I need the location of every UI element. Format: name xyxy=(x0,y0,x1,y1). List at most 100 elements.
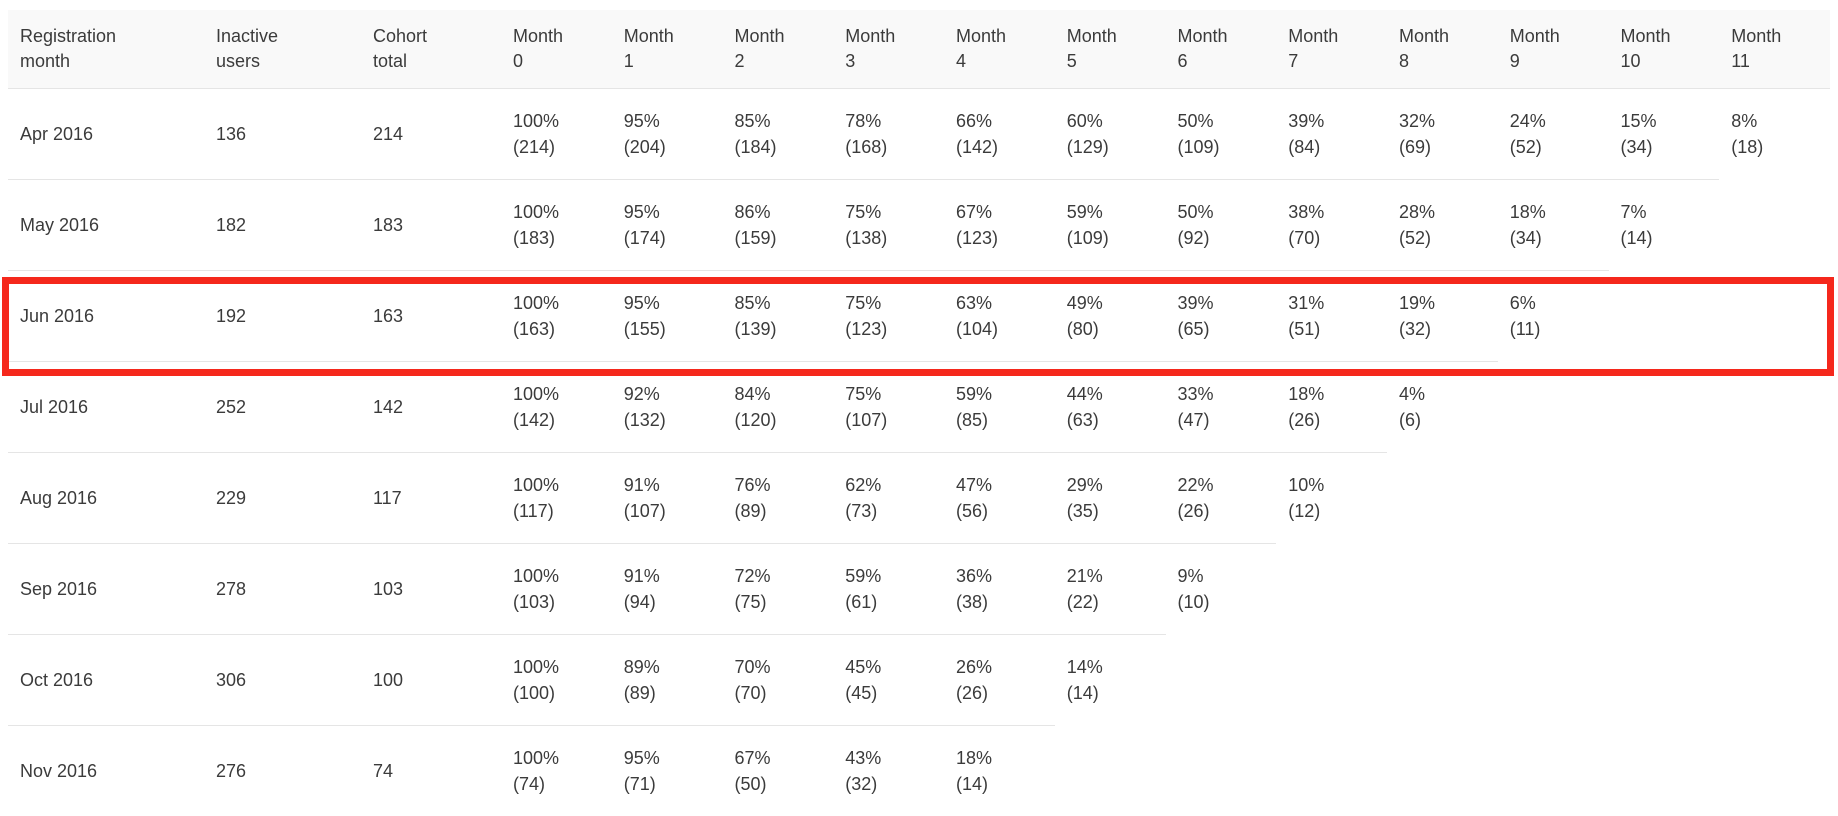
retention-count: (103) xyxy=(513,589,606,615)
retention-count: (100) xyxy=(513,680,606,706)
month-cell-empty xyxy=(1719,544,1830,635)
retention-count: (89) xyxy=(624,680,717,706)
column-header-line2: 7 xyxy=(1288,49,1381,74)
registration-month-label: Aug 2016 xyxy=(20,488,97,508)
retention-count: (34) xyxy=(1621,134,1714,160)
column-header-line1: Inactive xyxy=(216,24,355,49)
month-cell: 43%(32) xyxy=(833,726,944,816)
retention-count: (123) xyxy=(845,316,938,342)
month-cell: 85%(184) xyxy=(723,89,834,180)
retention-count: (56) xyxy=(956,498,1049,524)
month-cell: 28%(52) xyxy=(1387,180,1498,271)
month-cell-empty xyxy=(1387,544,1498,635)
retention-percent: 100% xyxy=(513,745,606,771)
month-cell: 85%(139) xyxy=(723,271,834,362)
month-cell: 75%(123) xyxy=(833,271,944,362)
month-cell: 10%(12) xyxy=(1276,453,1387,544)
column-header-line1: Month xyxy=(1731,24,1824,49)
inactive-users-cell: 276 xyxy=(204,726,361,816)
cohort-total-value: 74 xyxy=(373,761,393,781)
retention-percent: 72% xyxy=(735,563,828,589)
cohort-total-value: 103 xyxy=(373,579,403,599)
retention-percent: 24% xyxy=(1510,108,1603,134)
month-cell: 29%(35) xyxy=(1055,453,1166,544)
inactive-users-value: 229 xyxy=(216,488,246,508)
month-cell-empty xyxy=(1609,271,1720,362)
retention-percent: 67% xyxy=(956,199,1049,225)
month-cell: 84%(120) xyxy=(723,362,834,453)
month-cell: 32%(69) xyxy=(1387,89,1498,180)
retention-percent: 75% xyxy=(845,381,938,407)
retention-percent: 31% xyxy=(1288,290,1381,316)
month-cell-empty xyxy=(1609,453,1720,544)
retention-count: (214) xyxy=(513,134,606,160)
month-cell: 14%(14) xyxy=(1055,635,1166,726)
retention-count: (70) xyxy=(735,680,828,706)
month-cell: 100%(100) xyxy=(501,635,612,726)
retention-percent: 49% xyxy=(1067,290,1160,316)
registration-month-cell: May 2016 xyxy=(8,180,204,271)
registration-month-label: May 2016 xyxy=(20,215,99,235)
retention-count: (11) xyxy=(1510,316,1603,342)
retention-count: (52) xyxy=(1510,134,1603,160)
month-cell: 95%(155) xyxy=(612,271,723,362)
retention-percent: 78% xyxy=(845,108,938,134)
column-header-line2: 8 xyxy=(1399,49,1492,74)
inactive-users-value: 252 xyxy=(216,397,246,417)
inactive-users-value: 278 xyxy=(216,579,246,599)
month-cell: 50%(109) xyxy=(1166,89,1277,180)
retention-count: (92) xyxy=(1178,225,1271,251)
month-cell: 91%(107) xyxy=(612,453,723,544)
retention-percent: 66% xyxy=(956,108,1049,134)
retention-count: (117) xyxy=(513,498,606,524)
retention-count: (109) xyxy=(1067,225,1160,251)
cohort-total-cell: 214 xyxy=(361,89,501,180)
month-cell: 15%(34) xyxy=(1609,89,1720,180)
month-cell: 18%(14) xyxy=(944,726,1055,816)
inactive-users-cell: 278 xyxy=(204,544,361,635)
retention-percent: 18% xyxy=(1288,381,1381,407)
month-cell: 24%(52) xyxy=(1498,89,1609,180)
retention-count: (22) xyxy=(1067,589,1160,615)
retention-count: (84) xyxy=(1288,134,1381,160)
registration-month-label: Apr 2016 xyxy=(20,124,93,144)
retention-percent: 59% xyxy=(1067,199,1160,225)
retention-count: (14) xyxy=(1067,680,1160,706)
retention-percent: 100% xyxy=(513,108,606,134)
inactive-users-value: 136 xyxy=(216,124,246,144)
registration-month-label: Oct 2016 xyxy=(20,670,93,690)
month-cell-empty xyxy=(1719,453,1830,544)
month-cell-empty xyxy=(1498,453,1609,544)
retention-percent: 18% xyxy=(956,745,1049,771)
inactive-users-value: 192 xyxy=(216,306,246,326)
month-cell: 38%(70) xyxy=(1276,180,1387,271)
month-cell: 100%(214) xyxy=(501,89,612,180)
retention-percent: 95% xyxy=(624,108,717,134)
month-cell: 75%(107) xyxy=(833,362,944,453)
column-header-line2: 2 xyxy=(735,49,828,74)
retention-count: (168) xyxy=(845,134,938,160)
month-cell-empty xyxy=(1719,362,1830,453)
registration-month-label: Sep 2016 xyxy=(20,579,97,599)
retention-count: (32) xyxy=(1399,316,1492,342)
retention-count: (45) xyxy=(845,680,938,706)
column-header-line1: Month xyxy=(1178,24,1271,49)
retention-percent: 32% xyxy=(1399,108,1492,134)
month-cell: 60%(129) xyxy=(1055,89,1166,180)
retention-percent: 84% xyxy=(735,381,828,407)
column-header-line1: Month xyxy=(956,24,1049,49)
month-cell-empty xyxy=(1719,180,1830,271)
month-cell: 100%(142) xyxy=(501,362,612,453)
month-cell-empty xyxy=(1276,726,1387,816)
retention-percent: 100% xyxy=(513,654,606,680)
column-header-line2: 0 xyxy=(513,49,606,74)
month-cell: 92%(132) xyxy=(612,362,723,453)
month-cell-empty xyxy=(1387,726,1498,816)
retention-count: (159) xyxy=(735,225,828,251)
